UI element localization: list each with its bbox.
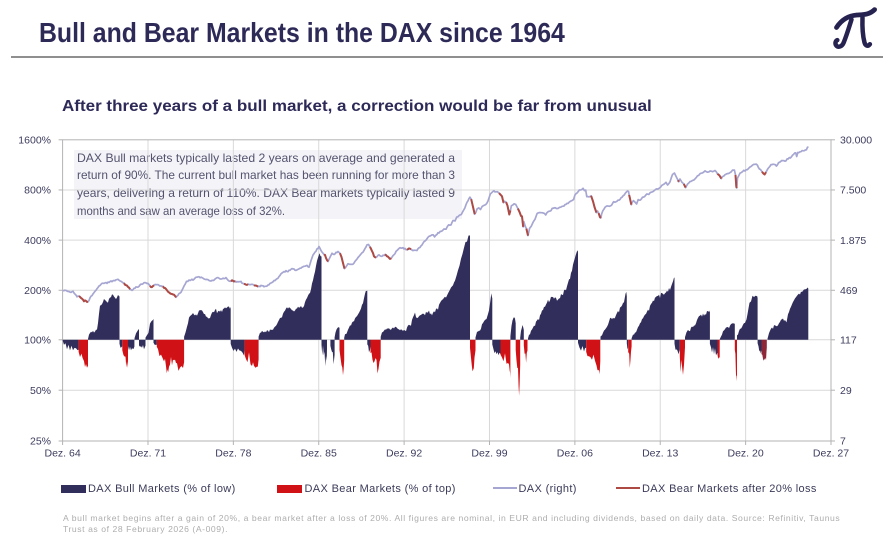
svg-text:Dez. 13: Dez. 13 xyxy=(642,448,678,460)
svg-text:30.000: 30.000 xyxy=(840,135,872,147)
svg-text:800%: 800% xyxy=(24,185,51,197)
svg-text:Dez. 64: Dez. 64 xyxy=(45,448,81,460)
svg-text:100%: 100% xyxy=(24,335,51,347)
svg-text:Dez. 27: Dez. 27 xyxy=(813,448,849,460)
svg-text:200%: 200% xyxy=(24,285,51,297)
svg-text:7: 7 xyxy=(840,436,846,448)
svg-text:400%: 400% xyxy=(24,235,51,247)
svg-text:Dez. 99: Dez. 99 xyxy=(471,448,507,460)
svg-text:Dez. 06: Dez. 06 xyxy=(557,448,593,460)
svg-text:1.875: 1.875 xyxy=(840,235,866,247)
svg-text:469: 469 xyxy=(840,285,858,297)
svg-text:50%: 50% xyxy=(30,385,51,397)
svg-text:25%: 25% xyxy=(30,436,51,448)
svg-text:1600%: 1600% xyxy=(18,135,51,147)
svg-text:Dez. 20: Dez. 20 xyxy=(728,448,764,460)
svg-text:Dez. 71: Dez. 71 xyxy=(130,448,166,460)
svg-text:29: 29 xyxy=(840,385,852,397)
svg-text:117: 117 xyxy=(840,335,857,347)
svg-text:Dez. 92: Dez. 92 xyxy=(386,448,422,460)
svg-text:7.500: 7.500 xyxy=(840,185,866,197)
svg-text:Dez. 78: Dez. 78 xyxy=(215,448,251,460)
svg-text:Dez. 85: Dez. 85 xyxy=(301,448,337,460)
